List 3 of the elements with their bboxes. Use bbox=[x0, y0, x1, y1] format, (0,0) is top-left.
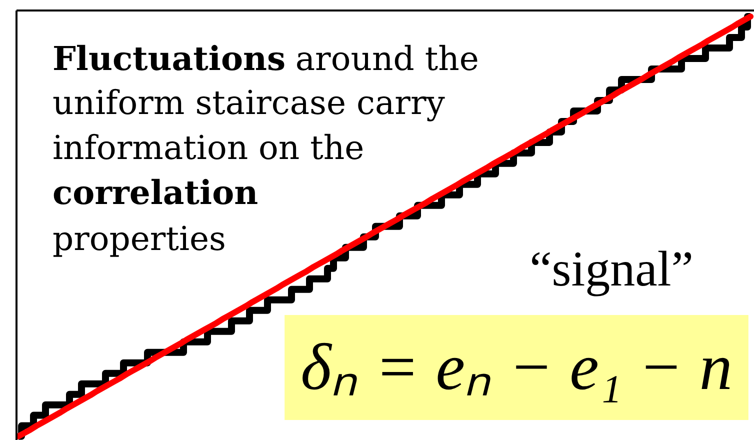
annotation: Fluctuations around the uniform staircase carry information on the correlation properties bbox=[52, 39, 479, 258]
annotation: δₙ = eₙ − e₁ − n bbox=[300, 331, 732, 404]
annotation: “signal” bbox=[530, 240, 694, 296]
